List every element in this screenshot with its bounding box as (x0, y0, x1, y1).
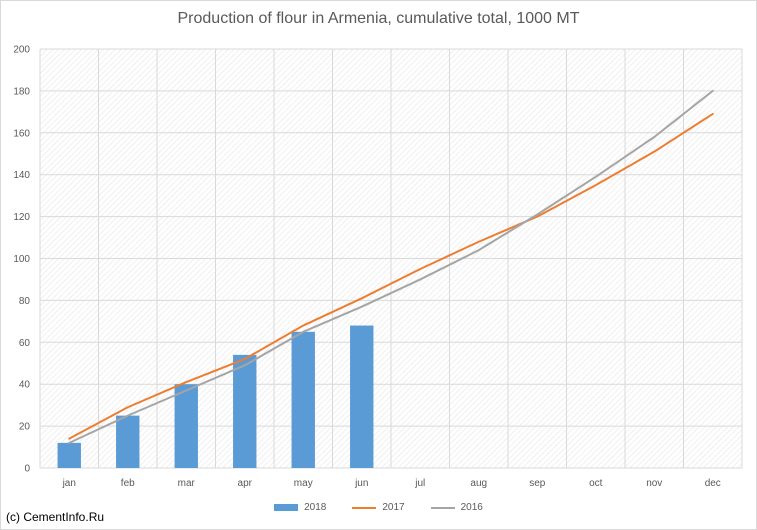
credit-text: (c) CementInfo.Ru (6, 510, 105, 524)
x-tick-label: may (294, 478, 313, 489)
y-tick-label: 80 (19, 296, 31, 307)
y-tick-label: 120 (13, 212, 30, 223)
y-tick-label: 160 (13, 128, 30, 139)
x-tick-label: oct (589, 478, 603, 489)
legend-swatch-2016 (430, 506, 455, 509)
x-tick-label: jun (354, 478, 368, 489)
legend-item-2018: 2018 (274, 502, 326, 513)
legend-label-2018: 2018 (304, 502, 327, 513)
legend-item-2016: 2016 (430, 502, 483, 513)
bar-2018-apr (233, 354, 257, 468)
legend-swatch-2017 (352, 506, 377, 509)
x-tick-label: mar (178, 478, 196, 489)
y-tick-label: 200 (13, 45, 30, 56)
x-tick-label: apr (238, 478, 253, 489)
legend: 2018 2017 2016 (0, 502, 757, 513)
x-tick-label: sep (529, 478, 546, 489)
x-tick-label: aug (470, 478, 487, 489)
x-tick-label: nov (646, 478, 662, 489)
line-series-2016 (68, 89, 714, 444)
y-tick-label: 40 (19, 380, 31, 391)
y-tick-label: 20 (19, 422, 31, 433)
y-tick-label: 140 (13, 170, 30, 181)
chart-title: Production of flour in Armenia, cumulati… (177, 10, 580, 27)
bar-2018-jun (350, 325, 374, 468)
y-tick-label: 60 (19, 338, 31, 349)
legend-label-2016: 2016 (460, 502, 483, 513)
x-tick-label: jul (414, 478, 425, 489)
line-series-2017 (68, 112, 714, 440)
bar-2018-feb (116, 415, 140, 468)
legend-label-2017: 2017 (382, 502, 405, 513)
chart-plot: 0 20 40 60 80 100 120 140 160 180 200 jan feb mar apr… (13, 45, 743, 489)
bar-2018-jan (57, 442, 81, 468)
legend-item-2017: 2017 (352, 502, 405, 513)
y-tick-label: 180 (13, 86, 30, 97)
bar-2018-mar (174, 384, 198, 468)
x-tick-label: feb (121, 478, 135, 489)
legend-swatch-2018 (274, 504, 299, 511)
y-tick-label: 100 (13, 254, 30, 265)
x-tick-label: jan (62, 478, 76, 489)
y-tick-label: 0 (24, 464, 30, 475)
x-tick-label: dec (705, 478, 721, 489)
bar-2018-may (291, 331, 315, 468)
